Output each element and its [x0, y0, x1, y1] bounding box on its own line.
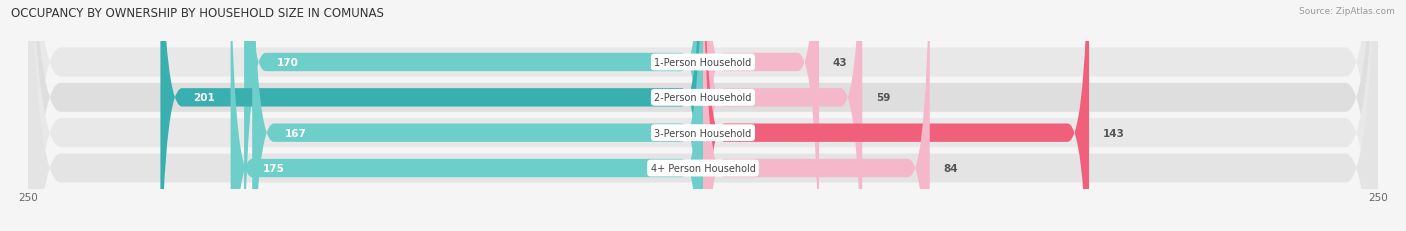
Text: 3-Person Household: 3-Person Household — [654, 128, 752, 138]
FancyBboxPatch shape — [231, 0, 703, 231]
Text: OCCUPANCY BY OWNERSHIP BY HOUSEHOLD SIZE IN COMUNAS: OCCUPANCY BY OWNERSHIP BY HOUSEHOLD SIZE… — [11, 7, 384, 20]
FancyBboxPatch shape — [28, 0, 1378, 231]
Text: Source: ZipAtlas.com: Source: ZipAtlas.com — [1299, 7, 1395, 16]
FancyBboxPatch shape — [703, 0, 929, 231]
FancyBboxPatch shape — [703, 0, 862, 231]
Text: 84: 84 — [943, 163, 957, 173]
Text: 59: 59 — [876, 93, 890, 103]
FancyBboxPatch shape — [28, 0, 1378, 231]
Text: 4+ Person Household: 4+ Person Household — [651, 163, 755, 173]
FancyBboxPatch shape — [703, 0, 820, 231]
FancyBboxPatch shape — [252, 0, 703, 231]
Text: 201: 201 — [193, 93, 215, 103]
FancyBboxPatch shape — [28, 0, 1378, 231]
Text: 43: 43 — [832, 58, 848, 68]
Text: 143: 143 — [1102, 128, 1125, 138]
Text: 1-Person Household: 1-Person Household — [654, 58, 752, 68]
Text: 167: 167 — [284, 128, 307, 138]
FancyBboxPatch shape — [703, 0, 1090, 231]
FancyBboxPatch shape — [28, 0, 1378, 231]
Text: 170: 170 — [277, 58, 298, 68]
FancyBboxPatch shape — [160, 0, 703, 231]
Text: 175: 175 — [263, 163, 285, 173]
FancyBboxPatch shape — [245, 0, 703, 231]
Text: 2-Person Household: 2-Person Household — [654, 93, 752, 103]
